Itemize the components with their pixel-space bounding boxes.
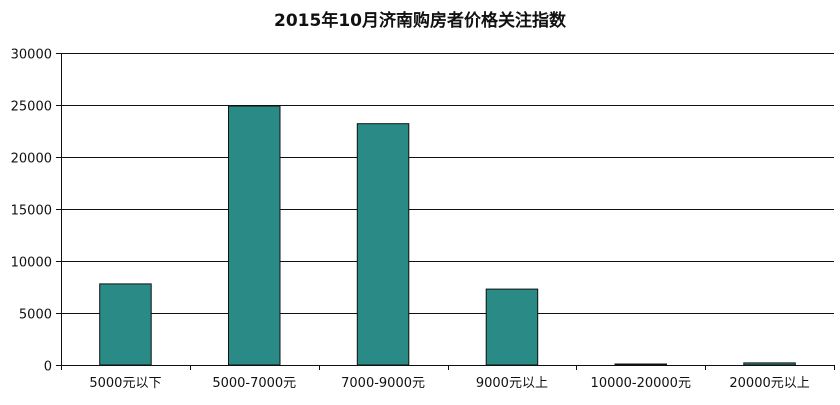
y-tick-label: 20000 — [11, 152, 52, 167]
y-tick-label: 25000 — [11, 100, 52, 115]
y-tick-label: 30000 — [11, 48, 52, 63]
bar — [99, 283, 152, 366]
x-tick-label: 5000-7000元 — [212, 376, 296, 391]
x-tick-label: 7000-9000元 — [341, 376, 425, 391]
x-tick-label: 20000元以上 — [729, 376, 809, 391]
y-tick-label: 15000 — [11, 204, 52, 219]
x-tick-label: 5000元以下 — [89, 376, 161, 391]
x-tick-label: 10000-20000元 — [591, 376, 691, 391]
bar — [614, 363, 667, 366]
chart-title: 2015年10月济南购房者价格关注指数 — [274, 11, 566, 31]
bar — [743, 362, 796, 366]
y-tick-label: 10000 — [11, 256, 52, 271]
y-tick-label: 0 — [44, 360, 52, 375]
bar — [356, 123, 410, 366]
bar — [228, 105, 281, 366]
x-tick-label: 9000元以上 — [476, 376, 548, 391]
bar — [485, 288, 539, 366]
y-tick-label: 5000 — [19, 308, 52, 323]
